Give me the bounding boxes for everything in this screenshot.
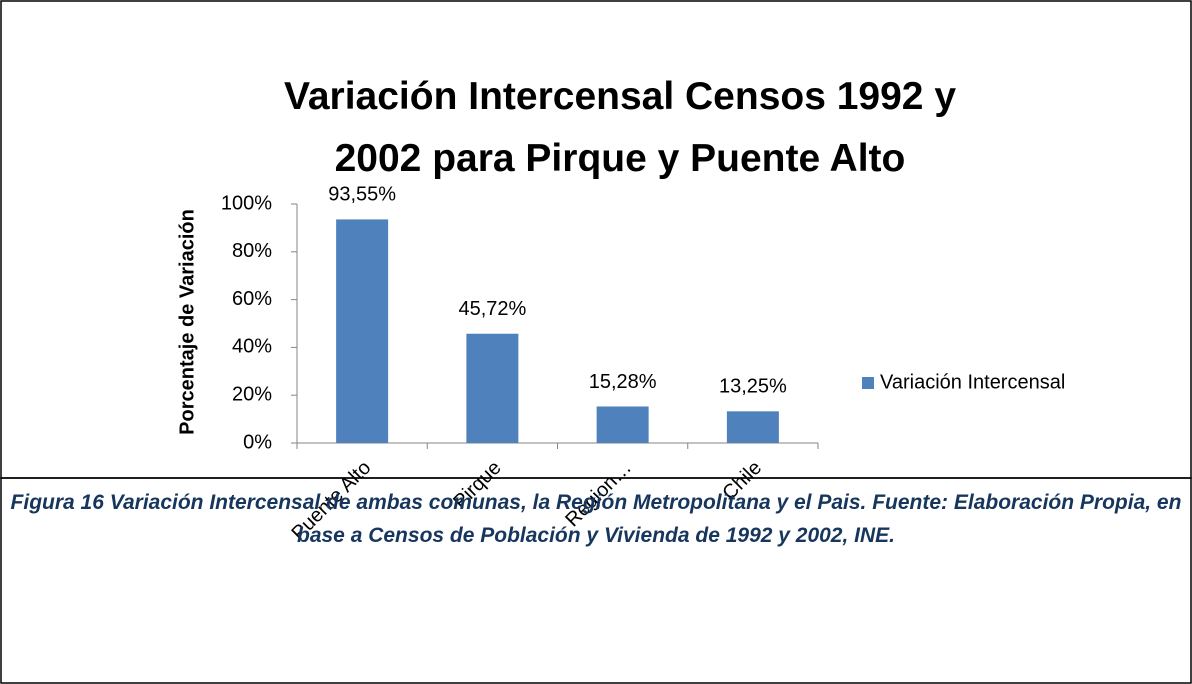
chart-title: Variación Intercensal Censos 1992 y 2002… xyxy=(283,75,957,180)
data-label: 45,72% xyxy=(458,298,526,320)
y-tick-label: 40% xyxy=(232,336,272,358)
bar xyxy=(466,333,519,443)
caption-frame xyxy=(0,477,1192,684)
y-tick-label: 20% xyxy=(232,383,272,405)
data-label: 93,55% xyxy=(328,184,396,206)
legend-swatch xyxy=(862,377,874,389)
y-axis-label: Porcentaje de Variación xyxy=(176,209,198,435)
bar xyxy=(596,406,649,443)
y-tick-label: 100% xyxy=(221,192,272,214)
y-tick-label: 60% xyxy=(232,288,272,310)
y-tick-label: 0% xyxy=(243,431,272,453)
y-tick-label: 80% xyxy=(232,240,272,262)
bar xyxy=(336,219,389,443)
data-label: 15,28% xyxy=(589,371,657,393)
bar xyxy=(726,411,779,443)
figure-caption: Figura 16 Variación Intercensal de ambas… xyxy=(10,491,1182,547)
legend-label: Variación Intercensal xyxy=(880,371,1065,393)
data-label: 13,25% xyxy=(719,376,787,398)
